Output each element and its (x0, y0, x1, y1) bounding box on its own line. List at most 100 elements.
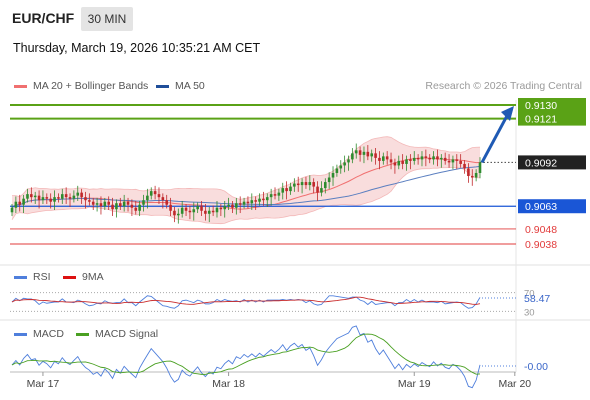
candle-body (300, 182, 304, 186)
candle-body (204, 210, 207, 214)
candle-body (401, 160, 404, 164)
candle-body (339, 165, 343, 169)
candle-body (115, 203, 118, 210)
candle-body (22, 198, 25, 205)
candle-body (351, 153, 354, 160)
candle-body (463, 163, 466, 169)
candle-body (277, 192, 281, 196)
candle-body (374, 153, 377, 158)
ma50-swatch (156, 84, 169, 88)
candle-body (53, 197, 56, 202)
candle-body (451, 159, 455, 163)
candle-body (258, 198, 261, 202)
macd-value-label: -0.00 (524, 361, 548, 373)
legend-ma20: MA 20 + Bollinger Bands (14, 80, 148, 92)
candle-body (467, 168, 470, 177)
candle-body (385, 156, 389, 160)
candle-body (424, 156, 428, 158)
candle-body (389, 159, 393, 163)
timeframe-button[interactable]: 30 MIN (81, 7, 133, 31)
legend-macd-signal: MACD Signal (76, 328, 158, 340)
candle-body (146, 195, 149, 201)
candle-body (18, 201, 22, 205)
candle-body (459, 160, 462, 164)
legend-macd-signal-label: MACD Signal (95, 328, 159, 340)
macd-signal-swatch (76, 332, 89, 336)
candle-body (358, 150, 362, 155)
candle-body (91, 201, 95, 205)
candle-body (118, 203, 122, 207)
candle-body (111, 204, 114, 210)
candle-body (57, 197, 60, 199)
ma20-swatch (14, 84, 27, 88)
rsi-ma-swatch (63, 275, 76, 279)
candle-body (103, 201, 107, 207)
candle-body (180, 207, 184, 214)
candle-body (393, 162, 397, 166)
candle-body (45, 197, 49, 199)
level-tag-target (518, 111, 586, 126)
macd-signal-line (11, 333, 481, 375)
price-level-label: 0.9092 (525, 157, 557, 169)
candle-body (436, 156, 439, 160)
timestamp: Thursday, March 19, 2026 10:35:21 AM CET (13, 41, 261, 55)
macd-line (11, 325, 481, 389)
candle-body (320, 188, 323, 193)
source-credit: Research © 2026 Trading Central (425, 80, 582, 92)
candle-body (440, 157, 443, 160)
candle-body (30, 194, 33, 198)
rsi-ma-line (11, 296, 481, 305)
legend-ma50-label: MA 50 (175, 80, 205, 92)
candle-body (76, 192, 80, 196)
candle-body (254, 200, 257, 202)
time-label: Mar 17 (27, 378, 60, 390)
candle-body (335, 168, 339, 173)
candle-body (207, 210, 211, 214)
candle-body (347, 159, 350, 163)
time-label: Mar 20 (498, 378, 531, 390)
rsi-line (11, 295, 481, 309)
price-level-label: 0.9048 (525, 224, 557, 236)
candle-body (72, 195, 76, 199)
level-tag-pivot (518, 199, 586, 214)
candle-body (192, 209, 196, 213)
projection-arrow (480, 113, 510, 164)
candle-body (354, 150, 358, 154)
legend-macd: MACD (14, 328, 64, 340)
candle-body (238, 203, 242, 205)
candle-body (269, 194, 273, 198)
candle-body (37, 195, 41, 201)
candle-body (26, 194, 29, 199)
candle-body (447, 160, 451, 163)
candle-body (122, 201, 126, 207)
candle-body (370, 153, 374, 157)
legend-ma50: MA 50 (156, 80, 205, 92)
time-label: Mar 18 (212, 378, 245, 390)
candle-body (397, 160, 401, 166)
candle-body (366, 151, 370, 157)
candle-body (84, 197, 87, 201)
candle-body (432, 156, 435, 160)
price-level-label: 0.9130 (525, 100, 557, 112)
candle-body (219, 207, 223, 210)
rsi-swatch (14, 275, 27, 279)
candle-body (308, 182, 312, 186)
candle-body (416, 157, 420, 160)
candle-body (250, 200, 254, 204)
candle-body (138, 204, 141, 211)
candle-body (235, 203, 238, 208)
rsi-level-label: 30 (524, 307, 535, 318)
macd-swatch (14, 332, 27, 336)
candle-body (142, 200, 145, 205)
legend-rsi: RSI (14, 271, 51, 283)
price-level-label: 0.9038 (525, 239, 557, 251)
candle-body (99, 203, 103, 207)
candle-body (304, 182, 308, 186)
candle-body (316, 186, 319, 193)
candle-body (412, 157, 416, 161)
ma50-line (11, 165, 481, 209)
candle-body (327, 177, 331, 183)
candle-body (289, 186, 292, 192)
